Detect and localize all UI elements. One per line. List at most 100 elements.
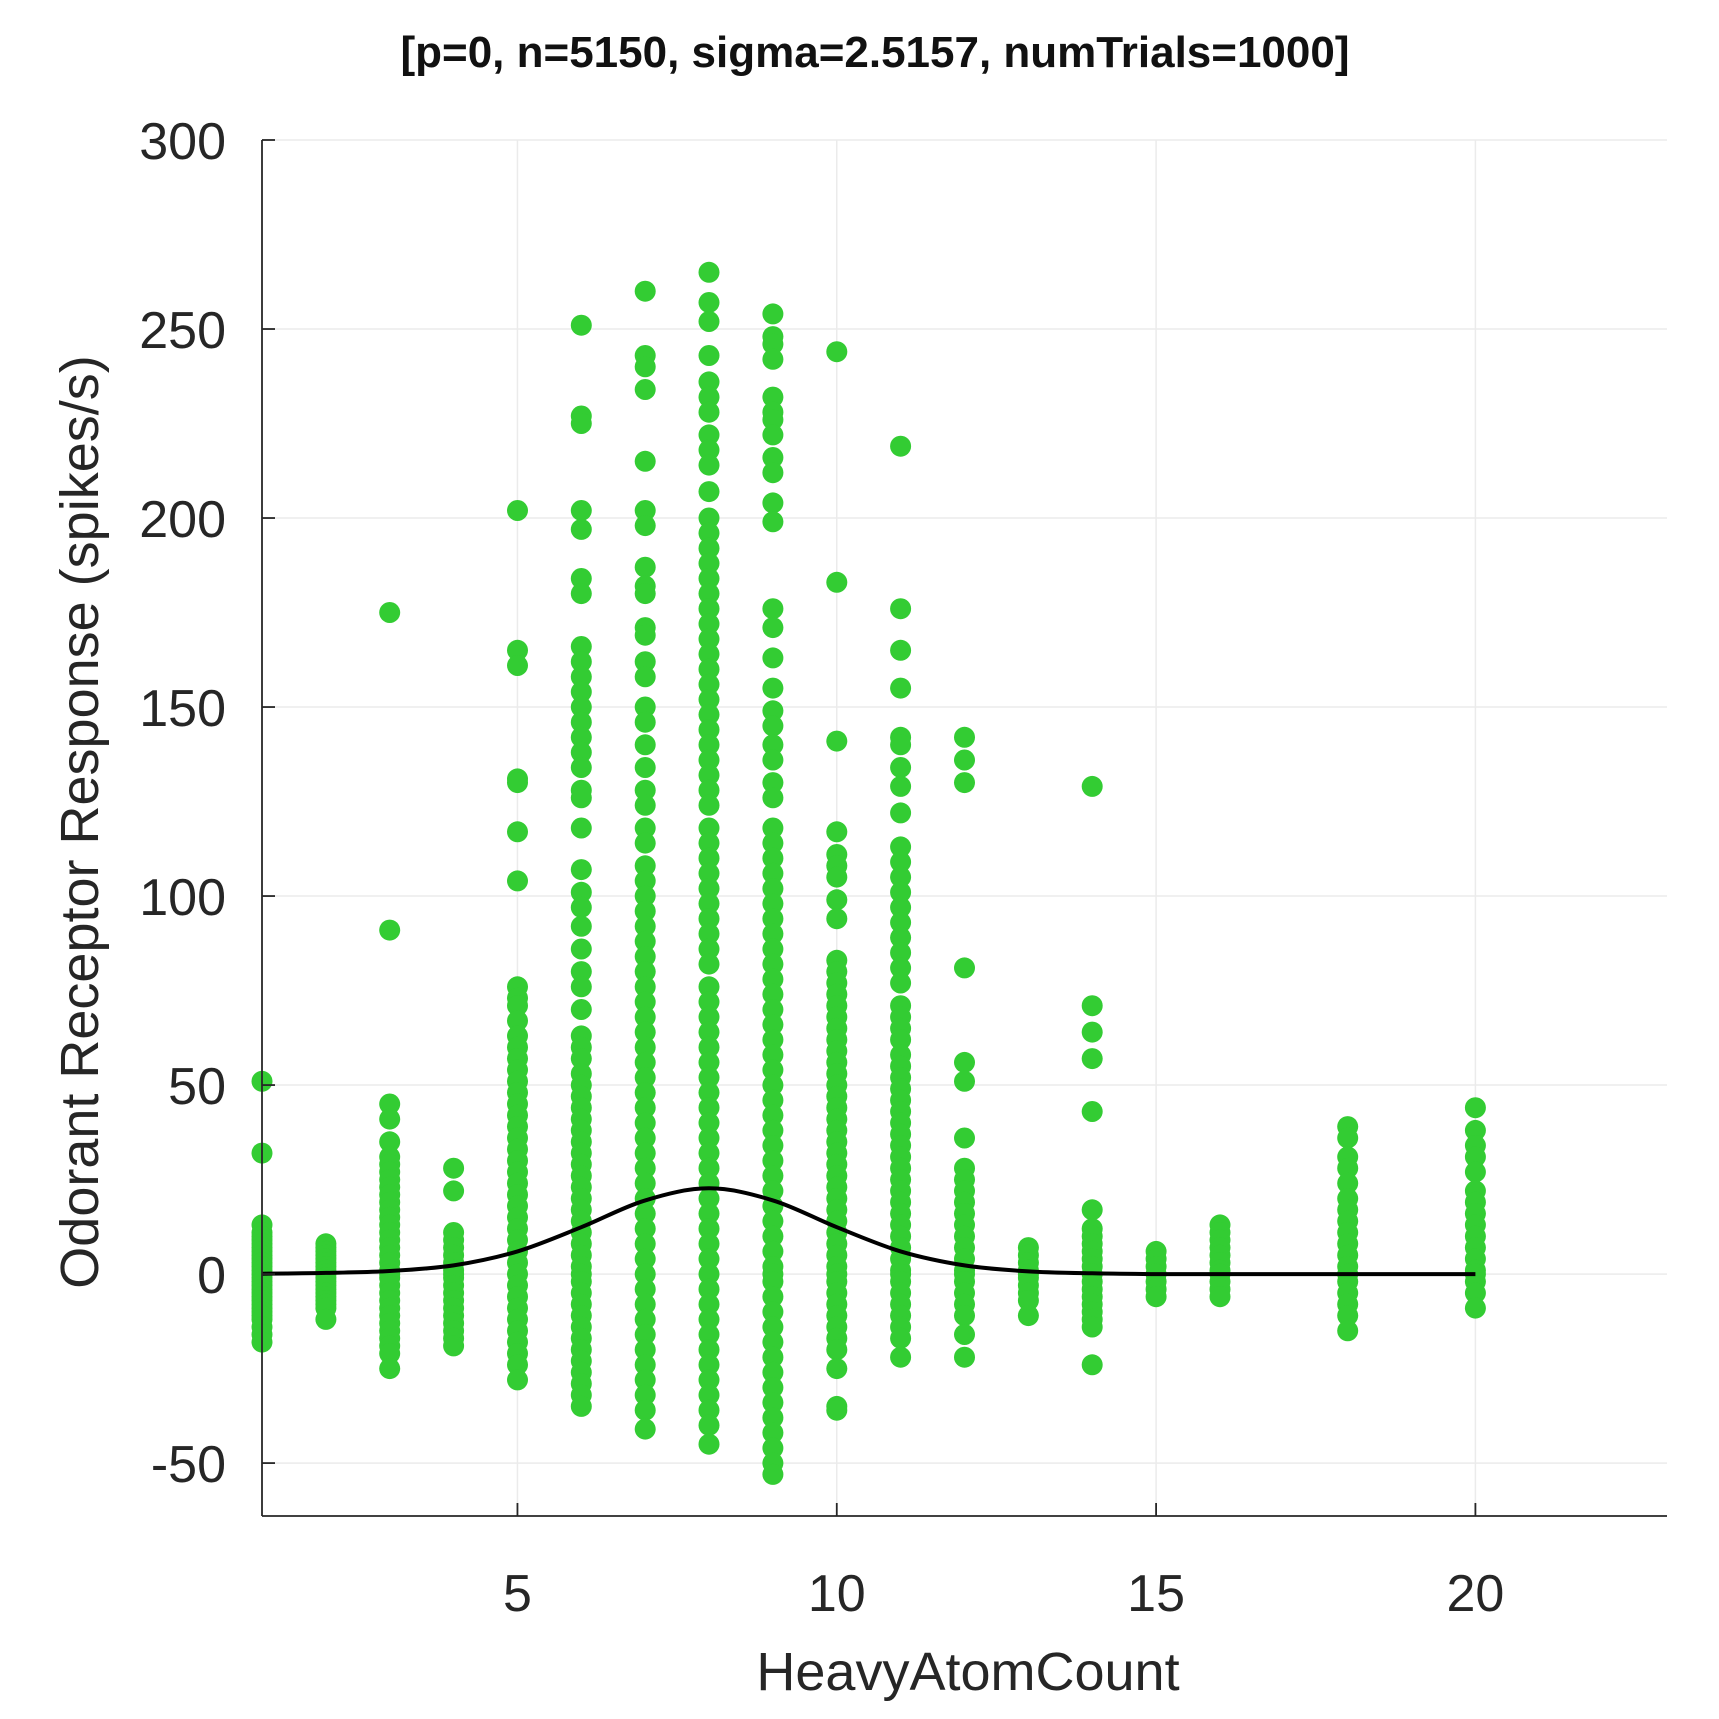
data-point <box>698 1278 720 1300</box>
data-point <box>954 726 975 748</box>
data-point <box>762 983 784 1005</box>
tick-labels: 5 10 15 20 -50 0 50 100 150 200 250 300 <box>139 113 1504 1623</box>
data-point <box>762 1377 784 1398</box>
data-point <box>634 500 656 521</box>
data-point <box>890 896 912 918</box>
y-tick-label: 250 <box>139 302 226 360</box>
data-point <box>507 639 528 661</box>
data-point <box>634 1127 656 1149</box>
data-point <box>698 938 720 960</box>
data-point <box>443 1157 465 1179</box>
data-point <box>570 896 592 918</box>
data-point <box>570 681 592 703</box>
data-point <box>634 832 656 854</box>
data-point <box>1145 1286 1167 1308</box>
data-point <box>507 1354 528 1376</box>
data-point <box>762 908 784 930</box>
data-point <box>634 900 656 922</box>
data-point <box>507 1369 528 1391</box>
data-point <box>826 730 848 752</box>
data-point <box>762 1059 784 1081</box>
data-point <box>570 859 592 881</box>
data-point <box>890 942 912 964</box>
data-point <box>762 878 784 899</box>
axes-layer <box>261 140 1667 1517</box>
data-point <box>890 836 912 858</box>
data-point <box>1081 1316 1103 1338</box>
data-point <box>762 1225 784 1247</box>
data-point <box>634 976 656 998</box>
data-point <box>698 832 720 854</box>
x-tick-label: 20 <box>1446 1565 1504 1623</box>
data-point <box>379 919 401 941</box>
data-point <box>634 556 656 578</box>
data-point <box>634 1218 656 1240</box>
data-point <box>762 1316 784 1338</box>
data-point <box>762 1346 784 1368</box>
data-point <box>762 511 784 533</box>
data-point <box>698 439 720 461</box>
data-point <box>954 772 975 794</box>
data-point <box>570 961 592 983</box>
x-axis-label: HeavyAtomCount <box>756 1642 1179 1702</box>
data-point <box>1464 1161 1486 1183</box>
data-point <box>570 500 592 521</box>
data-point <box>570 817 592 839</box>
data-point <box>698 386 720 408</box>
data-point <box>890 1346 912 1368</box>
data-point <box>890 866 912 888</box>
data-point <box>698 598 720 620</box>
data-point <box>762 303 784 325</box>
data-point <box>634 696 656 718</box>
data-point <box>698 673 720 695</box>
data-point <box>698 1324 720 1345</box>
y-tick-label: -50 <box>151 1436 226 1494</box>
data-point <box>698 1021 720 1043</box>
data-point <box>698 1036 720 1058</box>
data-point <box>698 401 720 423</box>
y-tick-label: 0 <box>197 1247 226 1305</box>
data-point <box>762 1119 784 1141</box>
data-point <box>698 817 720 839</box>
data-point <box>762 893 784 915</box>
data-point <box>762 749 784 771</box>
data-point <box>570 696 592 718</box>
data-point <box>698 522 720 544</box>
data-point <box>762 424 784 446</box>
data-point <box>507 1010 528 1032</box>
data-point <box>890 639 912 661</box>
data-point <box>634 1263 656 1285</box>
data-point <box>1464 1297 1486 1319</box>
data-point <box>698 292 720 313</box>
data-point <box>826 821 848 843</box>
data-point <box>507 821 528 843</box>
data-point <box>698 1233 720 1255</box>
data-point <box>762 938 784 960</box>
data-point <box>698 1157 720 1179</box>
data-point <box>698 1263 720 1285</box>
y-tick-label: 300 <box>139 113 226 171</box>
data-point <box>890 757 912 778</box>
data-point <box>570 915 592 937</box>
data-point <box>698 1142 720 1164</box>
data-point <box>698 583 720 605</box>
data-point <box>634 1324 656 1345</box>
data-point <box>698 311 720 332</box>
data-point <box>570 1048 592 1070</box>
data-point <box>1017 1290 1039 1311</box>
data-point <box>826 1339 848 1361</box>
data-point <box>762 1407 784 1429</box>
data-point <box>634 1399 656 1421</box>
data-point <box>698 1112 720 1134</box>
data-point <box>570 999 592 1020</box>
data-point <box>954 1127 975 1149</box>
data-point <box>634 1157 656 1179</box>
data-point <box>890 775 912 797</box>
data-point <box>1081 1101 1103 1122</box>
data-point <box>443 1180 465 1202</box>
data-point <box>1081 995 1103 1017</box>
data-point <box>698 1051 720 1073</box>
data-point <box>826 1399 848 1421</box>
data-point <box>762 462 784 484</box>
data-point <box>762 734 784 756</box>
